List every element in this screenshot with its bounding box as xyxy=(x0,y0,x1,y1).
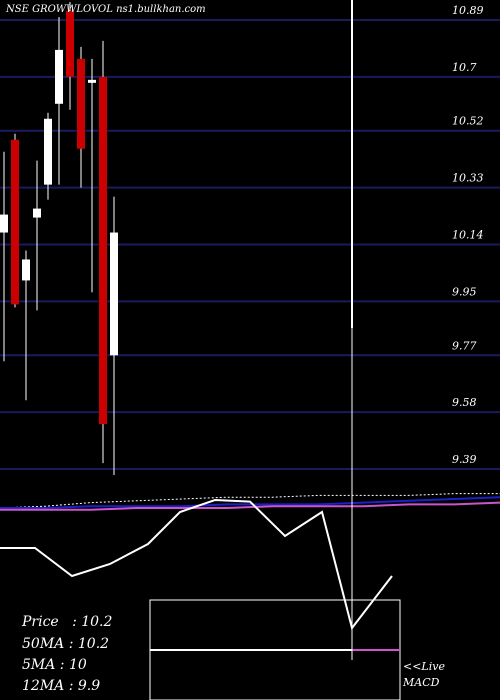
moving-averages xyxy=(0,493,500,511)
candle-body xyxy=(11,139,19,305)
ma-line-50ma xyxy=(0,501,500,511)
chart-header: NSE GROWWLOVOL ns1.bullkhan.com xyxy=(6,4,206,15)
candle-body xyxy=(22,259,30,281)
y-tick-label: 9.95 xyxy=(452,285,477,298)
price-readout: Price : 10.2 xyxy=(22,614,113,630)
y-tick-label: 9.77 xyxy=(452,339,477,352)
candle-body xyxy=(88,79,96,83)
ma12-readout: 12MA : 9.9 xyxy=(22,678,101,694)
y-tick-label: 10.52 xyxy=(452,115,484,128)
candle-body xyxy=(99,76,107,425)
candle-body xyxy=(44,118,52,185)
site-label: ns1.bullkhan.com xyxy=(116,4,206,15)
candles xyxy=(0,2,118,476)
ma-line-5ma xyxy=(0,493,500,509)
macd-line xyxy=(0,498,393,631)
macd-panel xyxy=(0,498,401,700)
ma50-readout: 50MA : 10.2 xyxy=(22,636,110,652)
candle-body xyxy=(55,49,63,104)
symbol-label: NSE GROWWLOVOL xyxy=(6,4,113,15)
y-tick-label: 10.14 xyxy=(452,229,484,242)
candle-body xyxy=(66,10,74,77)
y-tick-label: 10.33 xyxy=(452,172,484,185)
y-tick-label: 10.89 xyxy=(452,4,484,17)
candle-body xyxy=(33,208,41,218)
live-label[interactable]: <<Live xyxy=(403,660,445,673)
y-tick-label: 9.58 xyxy=(452,396,477,409)
candle-body xyxy=(110,232,118,356)
candle-body xyxy=(0,214,8,233)
ma5-readout: 5MA : 10 xyxy=(22,657,87,673)
y-tick-label: 10.7 xyxy=(452,61,477,74)
y-axis-ticks: 10.89 10.7 10.52 10.33 10.14 9.95 9.77 9.58 9.39 xyxy=(452,4,484,466)
ma-line-12ma xyxy=(0,496,500,509)
candle-body xyxy=(77,58,85,149)
macd-label: MACD xyxy=(403,676,440,689)
y-tick-label: 9.39 xyxy=(452,453,477,466)
